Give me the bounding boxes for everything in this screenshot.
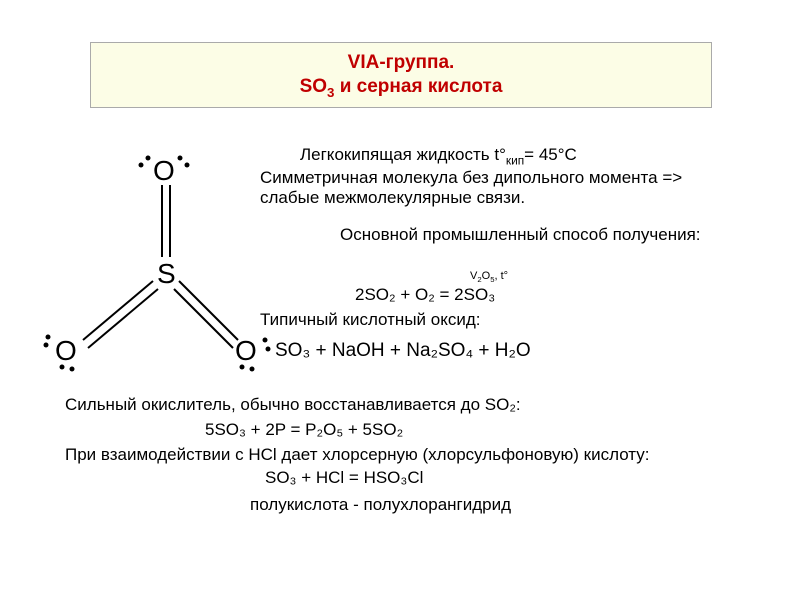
equation-1: 2SO₂ + O₂ = 2SO₃ [355, 285, 495, 305]
lone-pair-dot [46, 335, 51, 340]
bond-left-2 [88, 289, 158, 348]
lone-pair-dot [185, 163, 190, 168]
boiling-sub: кип [506, 153, 524, 167]
lone-pair-dot [263, 338, 268, 343]
title-box: VIA-группа. SO3 и серная кислота [90, 42, 712, 108]
bond-right-2 [174, 289, 233, 348]
line-boiling: Легкокипящая жидкость t°кип= 45°С [300, 145, 577, 168]
lone-pair-dot [146, 156, 151, 161]
boiling-suffix: = 45°С [524, 145, 577, 164]
title-line1: VIA-группа. [91, 51, 711, 75]
lone-pair-dot [139, 163, 144, 168]
atom-s: S [157, 258, 176, 289]
title-line2-prefix: SO [300, 76, 327, 97]
title-line2: SO3 и серная кислота [91, 75, 711, 101]
lone-pair-dot [178, 156, 183, 161]
line-hcl: При взаимодействии с HCl дает хлорсерную… [65, 445, 765, 465]
boiling-prefix: Легкокипящая жидкость t° [300, 145, 506, 164]
lone-pair-dot [60, 365, 65, 370]
eq1-conditions: V2O5, t° [470, 270, 508, 284]
lewis-structure: S O O O [40, 145, 280, 385]
title-line2-suffix: и серная кислота [334, 76, 502, 97]
line-symmetry: Симметричная молекула без дипольного мом… [260, 168, 730, 209]
lone-pair-dot [240, 365, 245, 370]
lone-pair-dot [266, 347, 271, 352]
equation-3: 5SO₃ + 2P = P₂O₅ + 5SO₂ [205, 420, 403, 440]
line-halfacid: полукислота - полухлорангидрид [250, 495, 511, 515]
line-acid-oxide: Типичный кислотный оксид: [260, 310, 480, 330]
equation-4: SO₃ + HCl = HSO₃Cl [265, 468, 423, 488]
lone-pair-dot [250, 367, 255, 372]
line-industrial: Основной промышленный способ получения: [260, 225, 730, 245]
bond-right-1 [179, 281, 238, 340]
cond-o: O [482, 270, 491, 282]
bond-left-1 [83, 281, 153, 340]
lone-pair-dot [70, 367, 75, 372]
line-oxidizer: Сильный окислитель, обычно восстанавлива… [65, 395, 521, 415]
cond-suffix: , t° [494, 270, 508, 282]
lone-pair-dot [44, 343, 49, 348]
equation-2: SO₃ + NaOH + Na₂SO₄ + H₂O [275, 340, 531, 363]
atom-o-top: O [153, 155, 175, 186]
atom-o-left: O [55, 335, 77, 366]
